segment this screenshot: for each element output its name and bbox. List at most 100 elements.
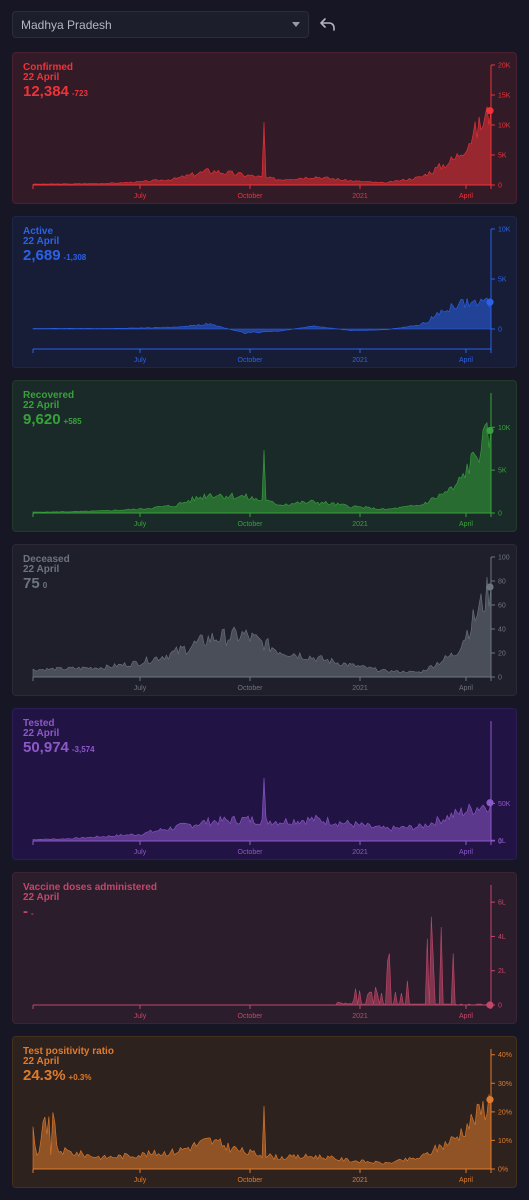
tpr-x-tick-label: April xyxy=(459,1177,473,1184)
tpr-delta: +0.3% xyxy=(68,1073,92,1082)
vaccine-area xyxy=(33,916,491,1006)
deceased-y-tick-label: 40 xyxy=(498,627,506,634)
chart-card-recovered[interactable]: July October 2021 April 0 5K 10K Recovered 22 Ap… xyxy=(12,380,517,532)
caret-down-icon xyxy=(292,22,300,27)
state-select-value: Madhya Pradesh xyxy=(21,18,112,32)
deceased-value-row: 75 0 xyxy=(23,575,47,592)
chart-card-active[interactable]: July October 2021 April 0 5K 10K Active 22 April… xyxy=(12,216,517,368)
tpr-y-tick-label: 0% xyxy=(498,1167,508,1174)
recovered-y-tick-label: 0 xyxy=(498,511,502,518)
active-delta: -1,308 xyxy=(63,253,87,262)
tested-x-tick-label: October xyxy=(238,849,264,856)
tpr-value-row: 24.3% +0.3% xyxy=(23,1067,91,1084)
recovered-y-tick-label: 10K xyxy=(498,425,511,432)
chart-card-tested[interactable]: July October 2021 April 0 50K 1L Tested 22 April… xyxy=(12,708,517,860)
tested-chart: July October 2021 April 0 50K 1L xyxy=(32,721,511,856)
vaccine-value-row: -- xyxy=(23,903,34,920)
confirmed-current-point[interactable] xyxy=(486,107,494,115)
state-select[interactable]: Madhya Pradesh xyxy=(12,11,309,38)
recovered-x-tick-label: 2021 xyxy=(352,521,368,528)
active-y-tick-label: 0 xyxy=(498,327,502,334)
confirmed-y-tick-label: 10K xyxy=(498,123,511,130)
chart-card-tpr[interactable]: July October 2021 April 0% 10% 20% 30% 40% Test p… xyxy=(12,1036,517,1188)
tpr-current-point[interactable] xyxy=(486,1095,494,1104)
tested-y-tick-label: 0 xyxy=(498,839,502,846)
tested-value-row: 50,974 -3,574 xyxy=(23,739,95,756)
active-title: Active xyxy=(23,226,54,237)
tested-x-tick-label: July xyxy=(134,849,147,856)
recovered-area xyxy=(32,421,492,514)
recovered-delta: +585 xyxy=(63,417,82,426)
vaccine-value: - xyxy=(23,903,28,920)
vaccine-y-tick-label: 6L xyxy=(498,900,506,907)
deceased-title: Deceased xyxy=(23,554,70,565)
chart-card-deceased[interactable]: July October 2021 April 0 20 40 60 80 100 Deceased… xyxy=(12,544,517,696)
deceased-y-tick-label: 0 xyxy=(498,675,502,682)
deceased-x-tick-label: April xyxy=(459,685,473,692)
active-current-point[interactable] xyxy=(486,298,494,306)
vaccine-x-tick-label: 2021 xyxy=(352,1013,368,1020)
deceased-current-point[interactable] xyxy=(486,583,494,591)
tested-x-tick-label: 2021 xyxy=(352,849,368,856)
deceased-value: 75 xyxy=(23,575,40,592)
confirmed-chart: July October 2021 April 0 5K 10K 15K 20K xyxy=(32,63,511,200)
confirmed-x-tick-label: 2021 xyxy=(352,193,368,200)
active-x-tick-label: October xyxy=(238,357,264,364)
confirmed-x-tick-label: October xyxy=(238,193,264,200)
tpr-x-tick-label: October xyxy=(238,1177,264,1184)
tpr-chart: July October 2021 April 0% 10% 20% 30% 40% xyxy=(32,1049,512,1184)
vaccine-chart: July October 2021 April 0 2L 4L 6L xyxy=(32,885,506,1020)
tested-date: 22 April xyxy=(23,728,60,739)
undo-arrow-icon[interactable] xyxy=(318,14,338,34)
recovered-x-tick-label: April xyxy=(459,521,473,528)
deceased-area xyxy=(32,576,492,678)
deceased-x-tick-label: 2021 xyxy=(352,685,368,692)
tested-title: Tested xyxy=(23,718,55,729)
vaccine-delta: - xyxy=(31,909,34,918)
recovered-x-tick-label: July xyxy=(134,521,147,528)
tpr-x-tick-label: July xyxy=(134,1177,147,1184)
recovered-value: 9,620 xyxy=(23,411,61,428)
chart-card-vaccine[interactable]: July October 2021 April 0 2L 4L 6L Vaccine doses… xyxy=(12,872,517,1024)
deceased-y-tick-label: 20 xyxy=(498,651,506,658)
tpr-area xyxy=(32,1093,492,1170)
recovered-value-row: 9,620 +585 xyxy=(23,411,82,428)
confirmed-y-tick-label: 15K xyxy=(498,93,511,100)
vaccine-current-point[interactable] xyxy=(486,1001,494,1009)
confirmed-x-tick-label: July xyxy=(134,193,147,200)
tested-current-point[interactable] xyxy=(486,799,494,807)
deceased-x-tick-label: July xyxy=(134,685,147,692)
deceased-date: 22 April xyxy=(23,564,60,575)
active-chart: July October 2021 April 0 5K 10K xyxy=(32,227,511,364)
tpr-value: 24.3% xyxy=(23,1067,66,1084)
vaccine-x-tick-label: October xyxy=(238,1013,264,1020)
recovered-current-point[interactable] xyxy=(486,426,494,435)
tested-area xyxy=(32,777,492,842)
chart-card-confirmed[interactable]: July October 2021 April 0 5K 10K 15K 20K Confirme… xyxy=(12,52,517,204)
recovered-title: Recovered xyxy=(23,390,75,401)
vaccine-date: 22 April xyxy=(23,892,60,903)
vaccine-title: Vaccine doses administered xyxy=(23,882,157,893)
deceased-y-tick-label: 80 xyxy=(498,579,506,586)
tpr-title: Test positivity ratio xyxy=(23,1046,114,1057)
tested-x-tick-label: April xyxy=(459,849,473,856)
vaccine-y-tick-label: 2L xyxy=(498,968,506,975)
active-value-row: 2,689 -1,308 xyxy=(23,247,86,264)
deceased-chart: July October 2021 April 0 20 40 60 80 100 xyxy=(32,555,510,692)
active-area xyxy=(32,297,492,334)
active-x-tick-label: July xyxy=(134,357,147,364)
tested-delta: -3,574 xyxy=(71,745,95,754)
vaccine-x-tick-label: April xyxy=(459,1013,473,1020)
active-value: 2,689 xyxy=(23,247,61,264)
tpr-y-tick-label: 10% xyxy=(498,1138,512,1145)
vaccine-x-tick-label: July xyxy=(134,1013,147,1020)
recovered-y-tick-label: 5K xyxy=(498,468,507,475)
confirmed-delta: -723 xyxy=(71,89,88,98)
deceased-y-tick-label: 60 xyxy=(498,603,506,610)
vaccine-y-tick-label: 0 xyxy=(498,1003,502,1010)
deceased-delta: 0 xyxy=(42,581,48,590)
recovered-x-tick-label: October xyxy=(238,521,264,528)
active-x-tick-label: 2021 xyxy=(352,357,368,364)
tested-y-tick-label: 1L xyxy=(498,838,506,845)
confirmed-x-tick-label: April xyxy=(459,193,473,200)
